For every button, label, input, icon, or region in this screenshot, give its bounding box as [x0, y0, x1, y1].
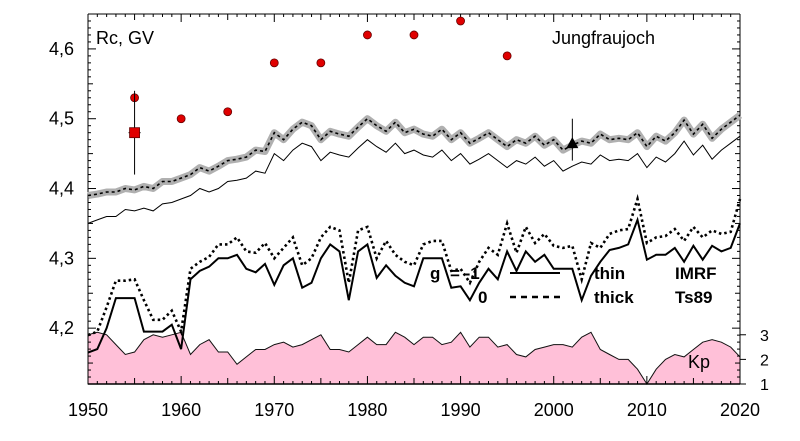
- x-tick-label: 2010: [627, 400, 667, 420]
- series-g0-dotted: [87, 193, 742, 337]
- red-square-point: [129, 127, 140, 139]
- red-point: [176, 114, 186, 124]
- y-tick-label: 4,2: [49, 318, 74, 338]
- y-axis-title: Rc, GV: [96, 28, 154, 48]
- series-thick-band-core: [87, 114, 741, 197]
- red-point: [316, 58, 326, 68]
- kp-area-group: [87, 331, 741, 385]
- red-point: [456, 16, 465, 26]
- legend-model-1: IMRF: [675, 264, 717, 283]
- kp-tick-label: 1: [760, 377, 769, 394]
- red-point: [502, 51, 512, 61]
- x-tick-label: 1990: [441, 400, 481, 420]
- x-tick-label: 2020: [720, 400, 760, 420]
- y-tick-label: 4,4: [49, 179, 74, 199]
- x-tick-label: 2000: [534, 400, 574, 420]
- tick-labels: 1950 1960 1970 1980 1990 2000 2010 2020 4,2 4,3 4,…: [49, 39, 769, 420]
- legend-g-value-0: 0: [478, 288, 487, 307]
- black-triangle-point: [566, 137, 579, 149]
- y-tick-label: 4,6: [49, 39, 74, 59]
- legend-thickness-1: thin: [594, 264, 625, 283]
- legend-header-g: g: [430, 264, 440, 283]
- axes-frame: [87, 13, 746, 385]
- series-group: [87, 112, 743, 354]
- x-tick-label: 1960: [161, 400, 201, 420]
- red-point: [223, 107, 233, 117]
- x-tick-label: 1970: [254, 400, 294, 420]
- series-g-1-solid: [87, 216, 741, 354]
- kp-tick-label: 2: [760, 352, 769, 369]
- red-point: [409, 30, 419, 40]
- measurement-points: [128, 16, 579, 175]
- y-tick-label: 4,3: [49, 248, 74, 268]
- legend: g = -1 thin IMRF 0 thick Ts89: [430, 264, 717, 307]
- legend-thickness-0: thick: [594, 288, 634, 307]
- x-tick-label: 1980: [347, 400, 387, 420]
- x-tick-label: 1950: [68, 400, 108, 420]
- kp-tick-label: 3: [760, 328, 769, 345]
- red-point: [269, 58, 279, 68]
- kp-area: [87, 331, 741, 385]
- kp-label: Kp: [688, 352, 710, 372]
- series-thin-upper: [87, 135, 741, 224]
- series-thick-band: [87, 112, 743, 199]
- red-point: [363, 30, 372, 40]
- station-label: Jungfraujoch: [552, 28, 655, 48]
- y-tick-label: 4,5: [49, 109, 74, 129]
- legend-model-0: Ts89: [675, 288, 713, 307]
- legend-g-value-1: = -1: [450, 264, 480, 283]
